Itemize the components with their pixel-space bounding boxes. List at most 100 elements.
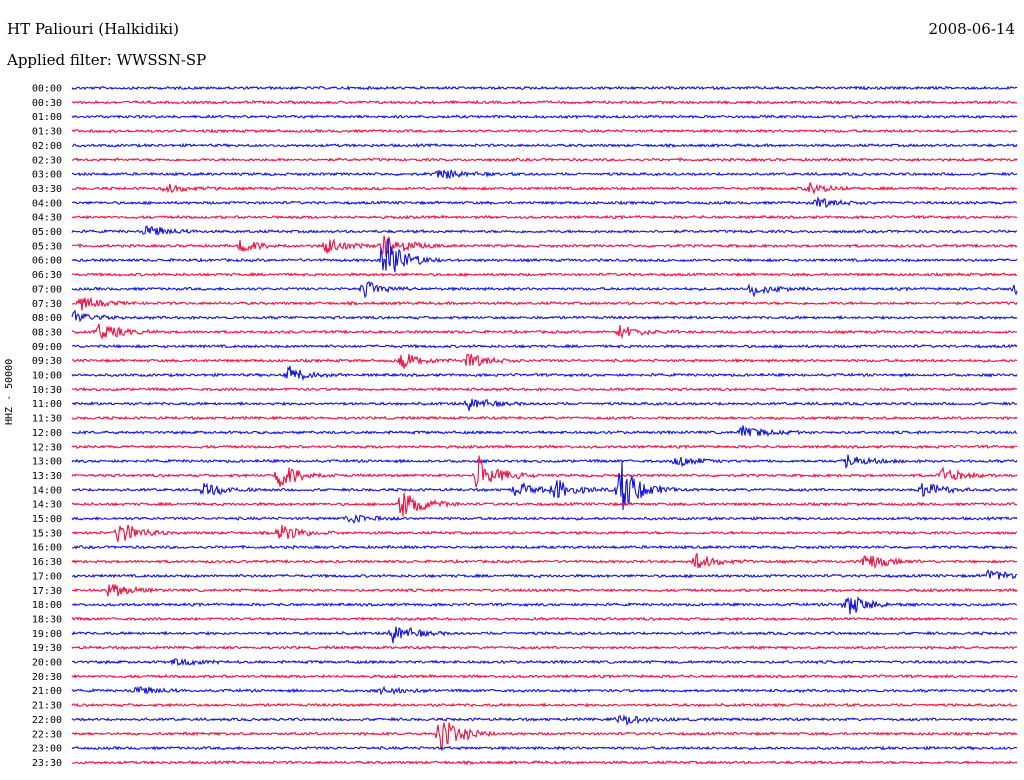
date-label: 2008-06-14 [928,20,1015,38]
row-time-label: 06:00 [32,256,62,267]
row-time-label: 05:30 [32,241,62,252]
trace-row-1200 [71,425,1018,437]
trace-row-2130 [71,702,1018,708]
row-time-label: 15:00 [32,514,62,525]
row-time-label: 19:00 [32,629,62,640]
trace-row-1600 [71,544,1018,550]
row-time-label: 13:30 [32,471,62,482]
trace-row-1730 [71,584,1018,597]
trace-row-1630 [71,552,1018,569]
trace-row-2200 [71,713,1018,726]
row-time-label: 11:30 [32,414,62,425]
trace-row-0730 [71,296,1018,311]
trace-row-0830 [71,323,1018,341]
row-time-label: 13:00 [32,457,62,468]
row-time-label: 09:00 [32,342,62,353]
trace-row-2300 [71,745,1018,751]
trace-row-0530 [71,235,1018,258]
trace-row-1300 [71,454,1018,469]
row-time-label: 10:30 [32,385,62,396]
trace-row-1430 [71,492,1018,517]
trace-row-0300 [71,169,1018,179]
row-time-label: 04:00 [32,198,62,209]
trace-row-1830 [71,616,1018,622]
row-time-label: 12:00 [32,428,62,439]
trace-row-2230 [71,722,1018,751]
trace-row-1700 [71,569,1017,580]
trace-row-2000 [71,657,1018,667]
trace-row-0600 [71,238,1018,273]
row-time-label: 01:30 [32,127,62,138]
trace-row-0200 [71,142,1018,149]
row-time-label: 00:00 [32,84,62,95]
trace-row-2030 [71,673,1018,680]
trace-row-0130 [71,128,1018,134]
row-time-label: 02:30 [32,155,62,166]
row-time-label: 18:00 [32,600,62,611]
row-time-label: 05:00 [32,227,62,238]
row-time-label: 09:30 [32,356,62,367]
row-time-label: 17:00 [32,571,62,582]
trace-row-0030 [71,99,1018,106]
row-time-label: 00:30 [32,98,62,109]
row-time-label: 08:30 [32,327,62,338]
row-time-label: 15:30 [32,528,62,539]
trace-row-0400 [72,196,1018,208]
trace-row-1900 [71,626,1018,644]
trace-row-1130 [71,415,1018,421]
row-time-label: 21:30 [32,701,62,712]
row-time-label: 17:30 [32,586,62,597]
row-time-label: 07:00 [32,284,62,295]
row-time-label: 20:30 [32,672,62,683]
row-time-label: 03:30 [32,184,62,195]
trace-row-0000 [71,85,1018,91]
trace-row-1230 [71,444,1018,450]
trace-row-1000 [71,365,1018,382]
row-time-label: 22:00 [32,715,62,726]
row-time-label: 12:30 [32,442,62,453]
trace-row-1330 [71,455,1018,488]
trace-row-1400 [71,461,1018,511]
row-time-label: 01:00 [32,112,62,123]
row-time-label: 18:30 [32,614,62,625]
row-time-label: 11:00 [32,399,62,410]
row-time-label: 16:30 [32,557,62,568]
trace-row-1530 [71,524,1018,542]
row-time-label: 04:30 [32,213,62,224]
row-time-label: 19:30 [32,643,62,654]
trace-row-1100 [71,398,1018,412]
trace-row-1500 [71,513,1018,524]
trace-row-0500 [71,225,1018,236]
trace-row-0430 [71,214,1018,220]
trace-row-1030 [71,386,1018,393]
filter-label: Applied filter: WWSSN-SP [7,51,207,69]
row-time-label: 14:30 [32,500,62,511]
trace-row-0100 [71,114,1018,120]
trace-row-0630 [71,271,1018,278]
trace-row-0930 [71,353,1018,369]
station-title: HT Paliouri (Halkidiki) [7,20,179,38]
row-time-label: 10:00 [32,371,62,382]
trace-row-2330 [72,759,1018,766]
trace-row-0330 [72,182,1018,196]
row-time-label: 07:30 [32,299,62,310]
trace-row-0800 [71,309,1018,323]
row-time-label: 02:00 [32,141,62,152]
row-time-label: 23:00 [32,744,62,755]
row-time-label: 21:00 [32,686,62,697]
row-time-label: 14:00 [32,485,62,496]
row-time-label: 22:30 [32,729,62,740]
trace-row-1930 [71,645,1018,651]
row-time-label: 16:00 [32,543,62,554]
trace-row-1800 [71,595,1018,615]
trace-row-0700 [71,281,1018,299]
row-time-label: 03:00 [32,170,62,181]
trace-row-2100 [71,685,1018,696]
row-time-label: 08:00 [32,313,62,324]
row-time-label: 23:30 [32,758,62,769]
row-time-label: 06:30 [32,270,62,281]
trace-row-0230 [71,156,1018,163]
trace-row-0900 [71,343,1018,349]
row-time-label: 20:00 [32,658,62,669]
